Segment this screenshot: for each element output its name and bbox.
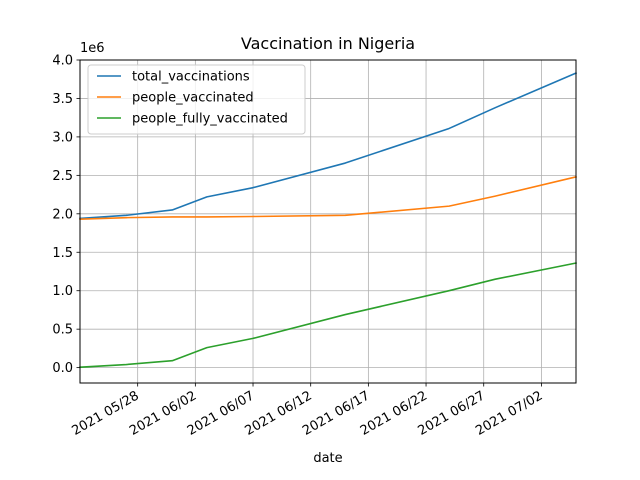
chart-title: Vaccination in Nigeria — [241, 34, 415, 53]
y-tick-label: 1.0 — [52, 284, 73, 299]
y-tick-label: 3.5 — [52, 92, 73, 107]
y-tick-label: 2.0 — [52, 207, 73, 222]
series-line-people-fully-vaccinated — [79, 262, 577, 369]
legend-label: people_fully_vaccinated — [132, 112, 288, 127]
legend-frame — [87, 64, 306, 135]
legend: total_vaccinations people_vaccinatedpeopl… — [87, 64, 306, 135]
x-axis-label: date — [313, 451, 342, 466]
y-offset-label: 1e6 — [80, 41, 105, 56]
legend-label: people_vaccinated — [132, 91, 254, 106]
y-tick-label: 3.0 — [52, 130, 73, 145]
y-tick-label: 4.0 — [52, 54, 73, 69]
y-tick-label: 2.5 — [52, 169, 73, 184]
series-line-total-vaccinations — [79, 72, 578, 220]
y-tick-label: 0.0 — [52, 361, 73, 376]
y-tick-label: 1.5 — [52, 246, 73, 261]
plot-frame — [79, 59, 577, 384]
y-tick-label: 0.5 — [52, 323, 73, 338]
series-line-people-vaccinated — [79, 175, 577, 221]
legend-label: total_vaccinations — [132, 70, 250, 85]
series-lines — [79, 72, 578, 369]
